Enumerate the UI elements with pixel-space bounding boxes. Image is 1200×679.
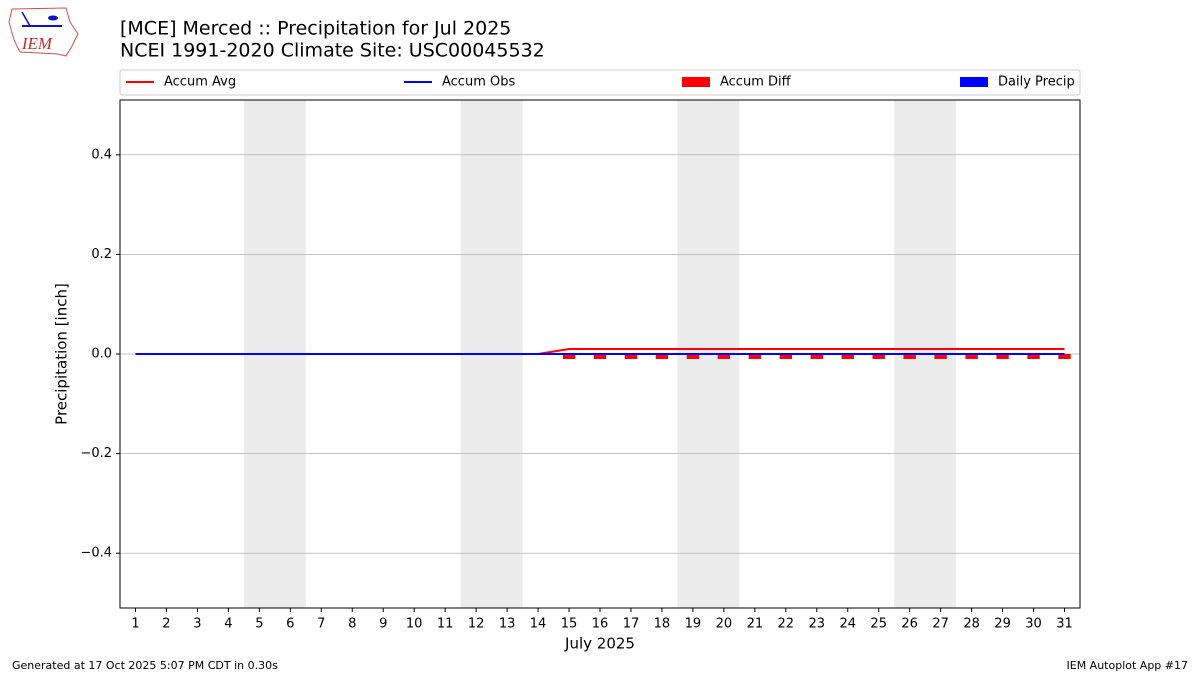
y-tick-label: 0.0 bbox=[91, 347, 112, 362]
y-tick-label: 0.2 bbox=[91, 247, 112, 262]
legend-box bbox=[119, 69, 1081, 96]
chart-subtitle: NCEI 1991-2020 Climate Site: USC00045532 bbox=[120, 40, 545, 62]
bar bbox=[562, 354, 576, 359]
x-tick-label: 17 bbox=[623, 617, 640, 632]
legend-label: Accum Avg bbox=[164, 75, 236, 90]
footer-right: IEM Autoplot App #17 bbox=[1067, 659, 1189, 672]
bar bbox=[965, 354, 978, 359]
x-tick-label: 30 bbox=[1025, 617, 1042, 632]
x-tick-label: 6 bbox=[286, 617, 294, 632]
x-axis-label: July 2025 bbox=[564, 635, 635, 653]
x-tick-label: 21 bbox=[747, 617, 764, 632]
x-tick-label: 28 bbox=[963, 617, 980, 632]
legend-label: Accum Diff bbox=[720, 75, 792, 90]
bar bbox=[1058, 354, 1071, 359]
x-tick-label: 5 bbox=[255, 617, 263, 632]
x-tick-label: 27 bbox=[932, 617, 949, 632]
bar bbox=[1027, 354, 1040, 359]
x-tick-label: 1 bbox=[131, 617, 139, 632]
x-tick-label: 26 bbox=[901, 617, 918, 632]
x-tick-label: 4 bbox=[224, 617, 232, 632]
bar bbox=[810, 354, 823, 359]
x-tick-label: 10 bbox=[406, 617, 423, 632]
x-tick-label: 2 bbox=[162, 617, 170, 632]
legend-swatch bbox=[682, 77, 710, 87]
x-tick-label: 29 bbox=[994, 617, 1011, 632]
legend-label: Accum Obs bbox=[442, 75, 515, 90]
logo-shape bbox=[48, 15, 58, 21]
x-tick-label: 15 bbox=[561, 617, 578, 632]
x-tick-label: 11 bbox=[437, 617, 454, 632]
legend-swatch bbox=[960, 77, 988, 87]
bar bbox=[779, 354, 792, 359]
x-tick-label: 12 bbox=[468, 617, 485, 632]
x-tick-label: 18 bbox=[654, 617, 671, 632]
bar bbox=[655, 354, 669, 359]
x-tick-label: 22 bbox=[778, 617, 795, 632]
y-axis-label: Precipitation [inch] bbox=[53, 283, 71, 425]
footer-left: Generated at 17 Oct 2025 5:07 PM CDT in … bbox=[12, 659, 278, 672]
plot-frame bbox=[119, 99, 1081, 609]
logo: IEM bbox=[8, 7, 79, 57]
x-tick-label: 14 bbox=[530, 617, 547, 632]
x-tick-label: 13 bbox=[499, 617, 516, 632]
x-tick-label: 19 bbox=[685, 617, 702, 632]
bar bbox=[841, 354, 854, 359]
x-tick-label: 8 bbox=[348, 617, 356, 632]
bar bbox=[624, 354, 638, 359]
logo-line bbox=[21, 11, 31, 27]
x-tick-label: 20 bbox=[716, 617, 733, 632]
logo-text: IEM bbox=[21, 34, 53, 53]
bar bbox=[996, 354, 1009, 359]
x-tick-label: 16 bbox=[592, 617, 609, 632]
bar bbox=[903, 354, 916, 359]
y-tick-label: −0.4 bbox=[80, 546, 112, 561]
y-tick-label: −0.2 bbox=[80, 446, 112, 461]
bar bbox=[872, 354, 885, 359]
bar bbox=[717, 354, 731, 359]
bar bbox=[934, 354, 947, 359]
y-tick-label: 0.4 bbox=[91, 147, 112, 162]
bar bbox=[686, 354, 700, 359]
x-tick-label: 7 bbox=[317, 617, 325, 632]
x-tick-label: 31 bbox=[1056, 617, 1073, 632]
x-tick-label: 9 bbox=[379, 617, 387, 632]
bar bbox=[593, 354, 607, 359]
bar bbox=[748, 354, 762, 359]
x-tick-label: 3 bbox=[193, 617, 201, 632]
x-tick-label: 23 bbox=[809, 617, 826, 632]
x-tick-label: 24 bbox=[839, 617, 856, 632]
chart-title: [MCE] Merced :: Precipitation for Jul 20… bbox=[120, 18, 511, 40]
legend-label: Daily Precip bbox=[998, 75, 1075, 90]
x-tick-label: 25 bbox=[870, 617, 887, 632]
